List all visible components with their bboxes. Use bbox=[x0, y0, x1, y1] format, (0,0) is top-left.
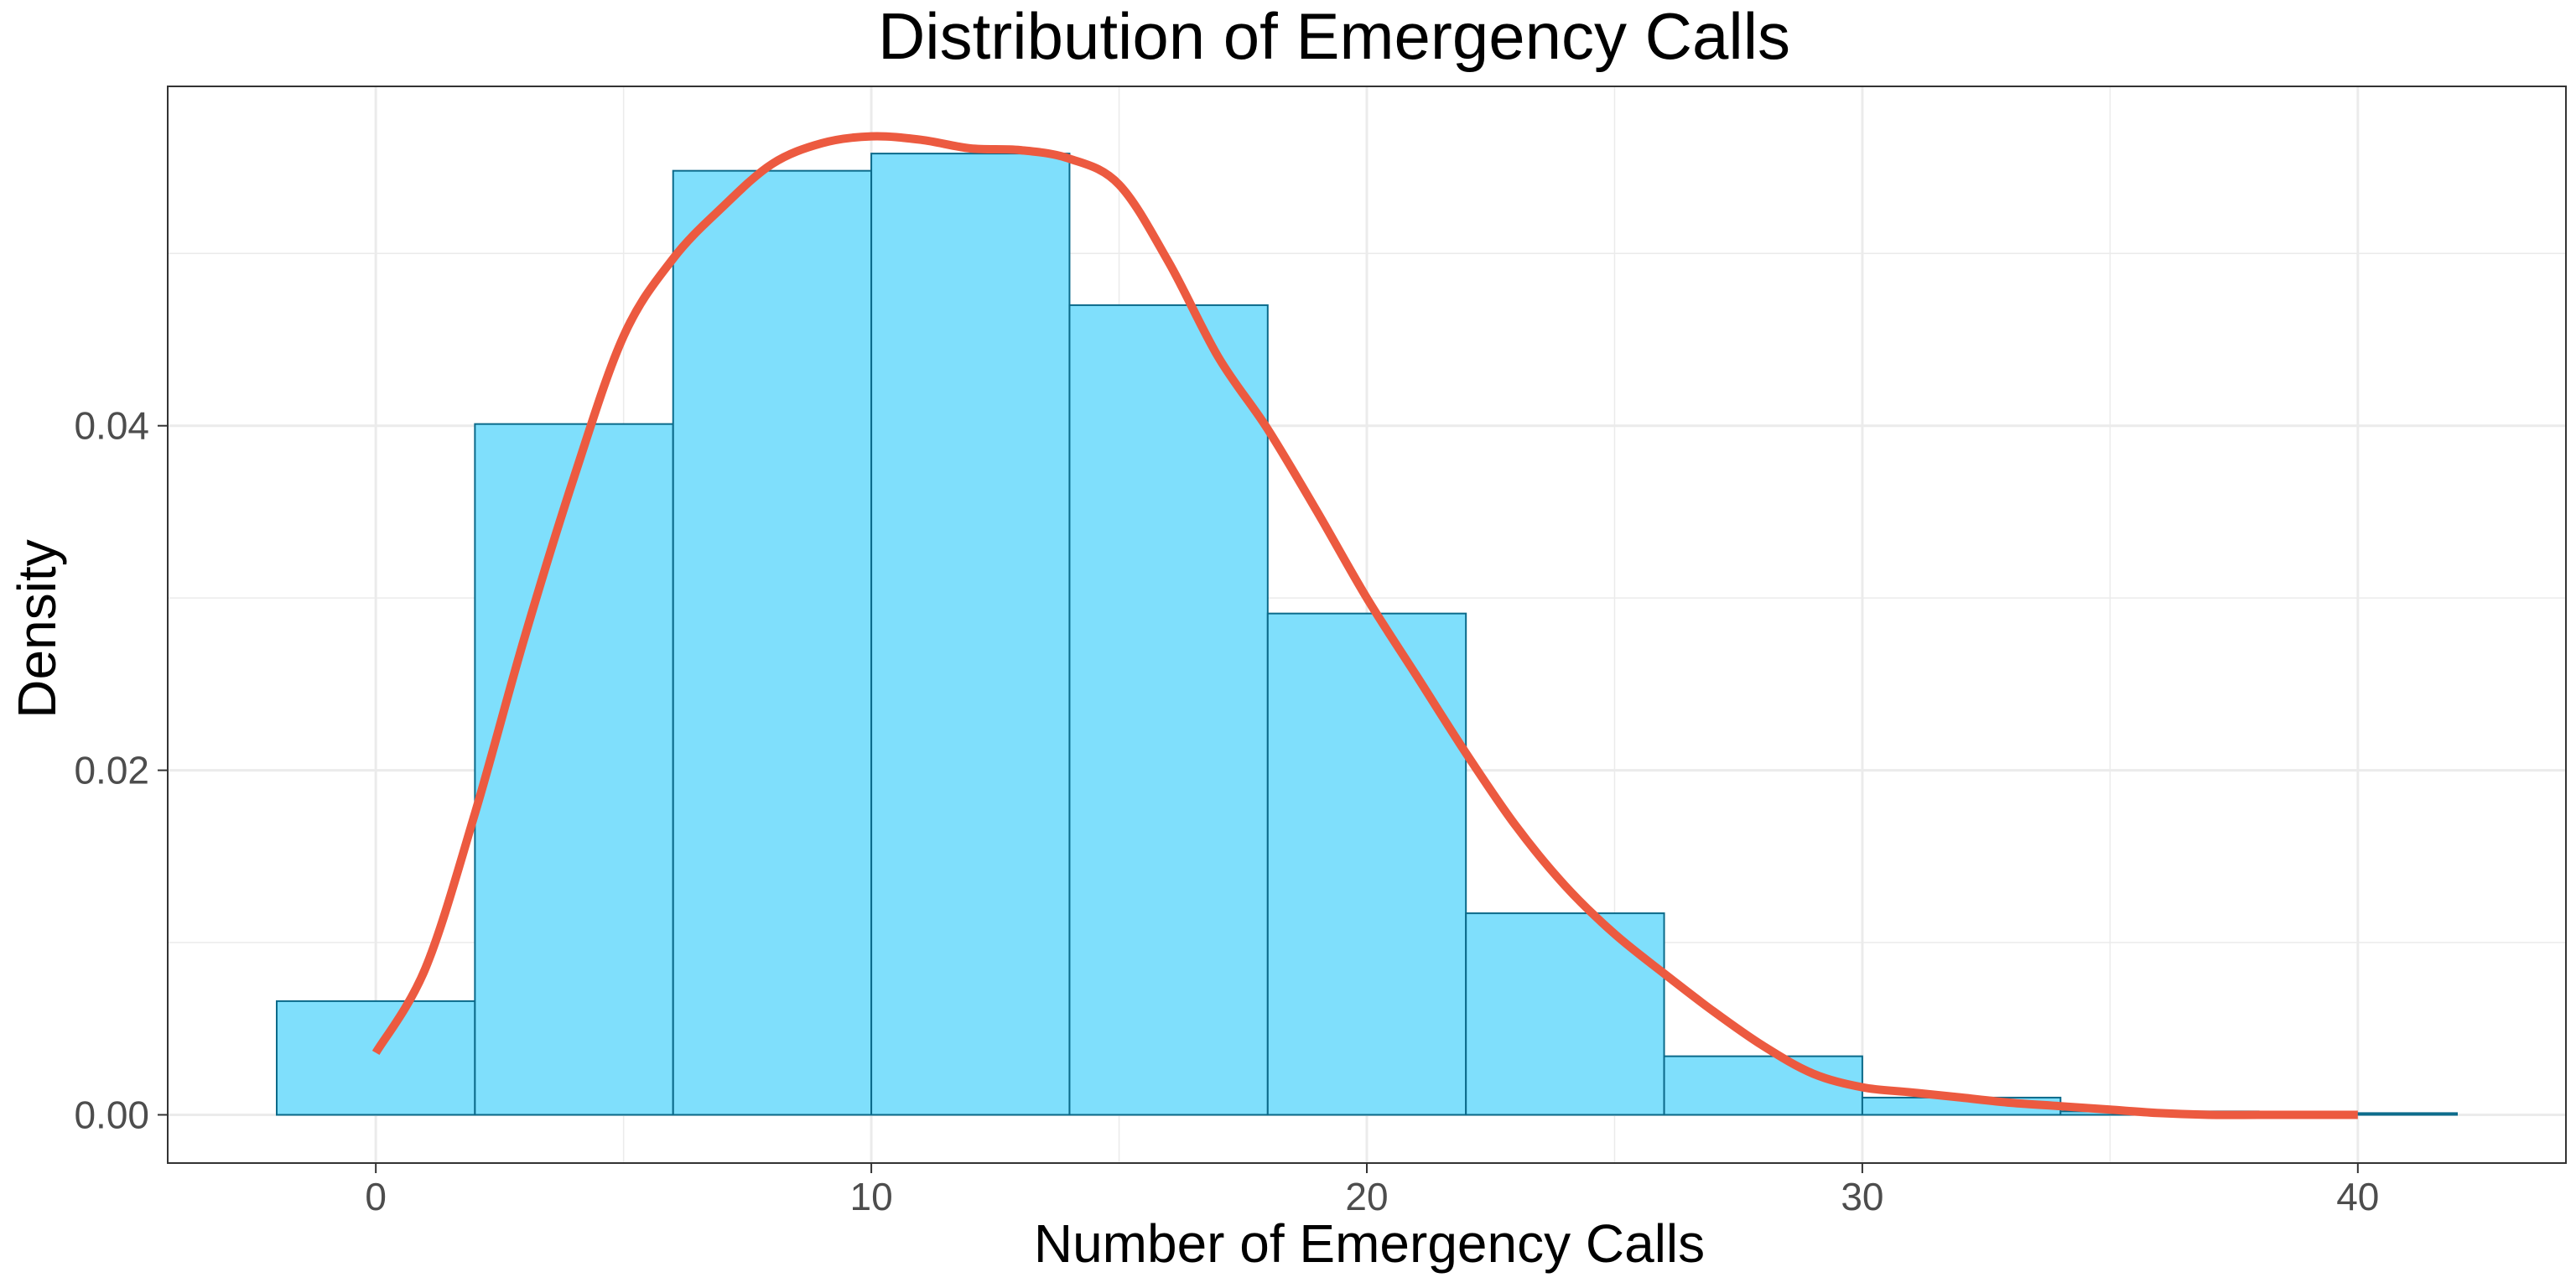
histogram-bar bbox=[672, 169, 873, 1116]
y-tick-label: 0.00 bbox=[74, 1093, 149, 1136]
density-curve bbox=[371, 132, 2358, 1119]
histogram-bar bbox=[1663, 1055, 1863, 1116]
chart-title: Distribution of Emergency Calls bbox=[878, 0, 1790, 73]
x-tick-label: 20 bbox=[1345, 1175, 1388, 1218]
histogram-bar bbox=[276, 1000, 476, 1116]
x-axis-title: Number of Emergency Calls bbox=[1034, 1213, 1705, 1274]
histogram-bar bbox=[870, 153, 1071, 1116]
histogram-bar bbox=[474, 423, 674, 1116]
y-tick-label: 0.04 bbox=[74, 404, 149, 448]
density-curve-group bbox=[371, 132, 2358, 1119]
x-tick-label: 10 bbox=[850, 1175, 893, 1218]
y-tick-label: 0.02 bbox=[74, 749, 149, 792]
x-axis-ticks: 0 10 20 30 40 bbox=[365, 1163, 2379, 1218]
x-tick-label: 30 bbox=[1841, 1175, 1883, 1218]
x-tick-label: 40 bbox=[2336, 1175, 2379, 1218]
x-tick-label: 0 bbox=[365, 1175, 387, 1218]
histogram-bar bbox=[1068, 304, 1269, 1116]
histogram-bars bbox=[276, 153, 2459, 1116]
histogram-bar bbox=[1266, 612, 1467, 1116]
y-axis-title: Density bbox=[7, 539, 67, 718]
y-axis-ticks: 0.00 0.02 0.04 bbox=[74, 404, 168, 1136]
histogram-bar bbox=[1465, 912, 1665, 1116]
